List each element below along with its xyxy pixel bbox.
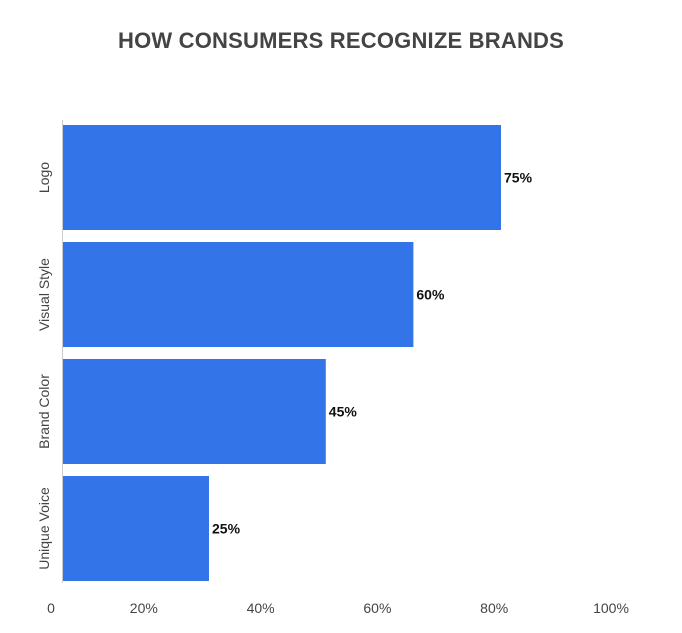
x-tick-label-40: 40% <box>247 600 275 616</box>
bar-visual-style <box>63 242 414 347</box>
category-label-logo: Logo <box>36 162 52 193</box>
data-label-unique-voice: 25% <box>212 521 241 537</box>
bar-logo <box>63 125 501 230</box>
x-tick-label-100: 100% <box>593 600 629 616</box>
bar-brand-color <box>63 359 326 464</box>
category-label-brand-color: Brand Color <box>36 374 52 449</box>
x-tick-label-0: 0 <box>47 600 55 616</box>
data-label-visual-style: 60% <box>416 287 445 303</box>
bar-unique-voice <box>63 476 209 581</box>
category-label-unique-voice: Unique Voice <box>36 487 52 570</box>
x-tick-label-80: 80% <box>480 600 508 616</box>
data-label-logo: 75% <box>504 170 533 186</box>
chart-title: HOW CONSUMERS RECOGNIZE BRANDS <box>117 28 564 53</box>
category-label-visual-style: Visual Style <box>36 258 52 331</box>
x-tick-label-20: 20% <box>130 600 158 616</box>
x-tick-label-60: 60% <box>363 600 391 616</box>
data-label-brand-color: 45% <box>329 404 358 420</box>
